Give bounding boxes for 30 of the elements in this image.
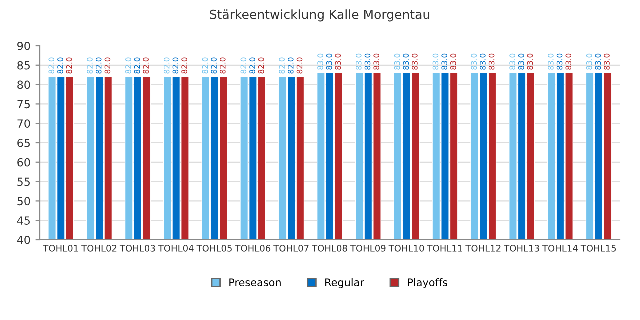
x-tick-label: TOHL04 (158, 245, 194, 252)
y-tick-label: 60 (18, 158, 30, 167)
x-tick-label: TOHL03 (120, 245, 156, 252)
x-tick-label: TOHL09 (350, 245, 386, 252)
x-tick-label: TOHL14 (542, 245, 578, 252)
y-tick-label: 75 (18, 100, 30, 109)
y-tick-label: 55 (18, 178, 30, 186)
y-tick-label: 65 (18, 138, 30, 148)
x-tick-label: TOHL06 (235, 245, 271, 252)
x-tick-label: TOHL01 (43, 245, 78, 252)
x-tick-label: TOHL05 (196, 245, 232, 252)
y-tick-label: 40 (17, 236, 30, 244)
x-tick-label: TOHL12 (466, 245, 501, 252)
x-tick-label: TOHL07 (274, 245, 309, 252)
y-tick-label: 45 (17, 216, 30, 225)
y-tick-label: 50 (18, 197, 30, 206)
legend-label: Playoffs (408, 278, 448, 289)
y-tick-label: 90 (18, 42, 30, 50)
legend-label: Regular (326, 278, 364, 289)
x-tick-label: TOHL10 (388, 245, 424, 252)
y-tick-label: 85 (18, 61, 30, 70)
y-tick-label: 70 (18, 120, 30, 128)
x-tick-label: TOHL13 (504, 245, 540, 252)
x-tick-label: TOHL02 (82, 245, 117, 252)
legend-label: Preseason (230, 278, 281, 287)
chart-title: Stärkeentwicklung Kalle Morgentau (210, 10, 430, 22)
x-tick-label: TOHL15 (580, 245, 616, 252)
x-tick-label: TOHL08 (312, 245, 348, 252)
y-tick-label: 80 (18, 80, 30, 90)
x-tick-label: TOHL11 (427, 245, 462, 252)
